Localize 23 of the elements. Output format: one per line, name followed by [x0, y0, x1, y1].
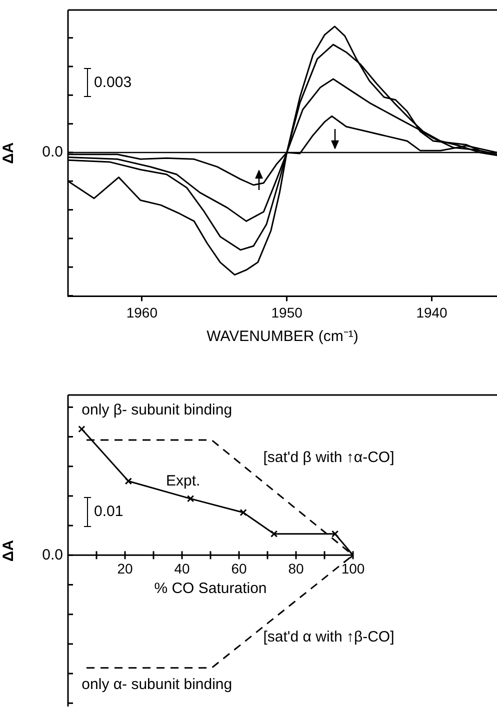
text: only β- subunit binding: [82, 402, 232, 419]
x-tick-label: 1960: [126, 304, 158, 320]
x-tick-label: 80: [288, 560, 304, 576]
text: 0.0: [42, 546, 63, 564]
annotation: [sat'd α with ↑β-CO]: [263, 628, 394, 646]
y-axis-title: ΔA: [0, 142, 18, 164]
annotation: 0.003: [94, 74, 132, 91]
x-tick-label: 40: [174, 560, 190, 576]
text: 0.0: [42, 144, 63, 161]
x-tick-label: 100: [341, 560, 365, 576]
x-axis-title: % CO Saturation: [154, 580, 267, 597]
scale-bar: 0.003: [84, 68, 132, 97]
scale-bar: 0.01: [84, 497, 124, 527]
x-tick-label: 60: [231, 560, 247, 576]
annotation: 0.01: [94, 503, 124, 520]
x-tick-label: 20: [117, 560, 133, 576]
annotation: [sat'd β with ↑α-CO]: [263, 449, 394, 466]
text: only α- subunit binding: [82, 676, 232, 694]
y-axis-title: ΔA: [0, 540, 18, 562]
x-tick-label: 1950: [271, 304, 303, 320]
x-axis-title: WAVENUMBER (cm⁻¹): [206, 328, 358, 346]
x-tick-label: 1940: [416, 304, 448, 320]
annotation: Expt.: [166, 472, 200, 490]
